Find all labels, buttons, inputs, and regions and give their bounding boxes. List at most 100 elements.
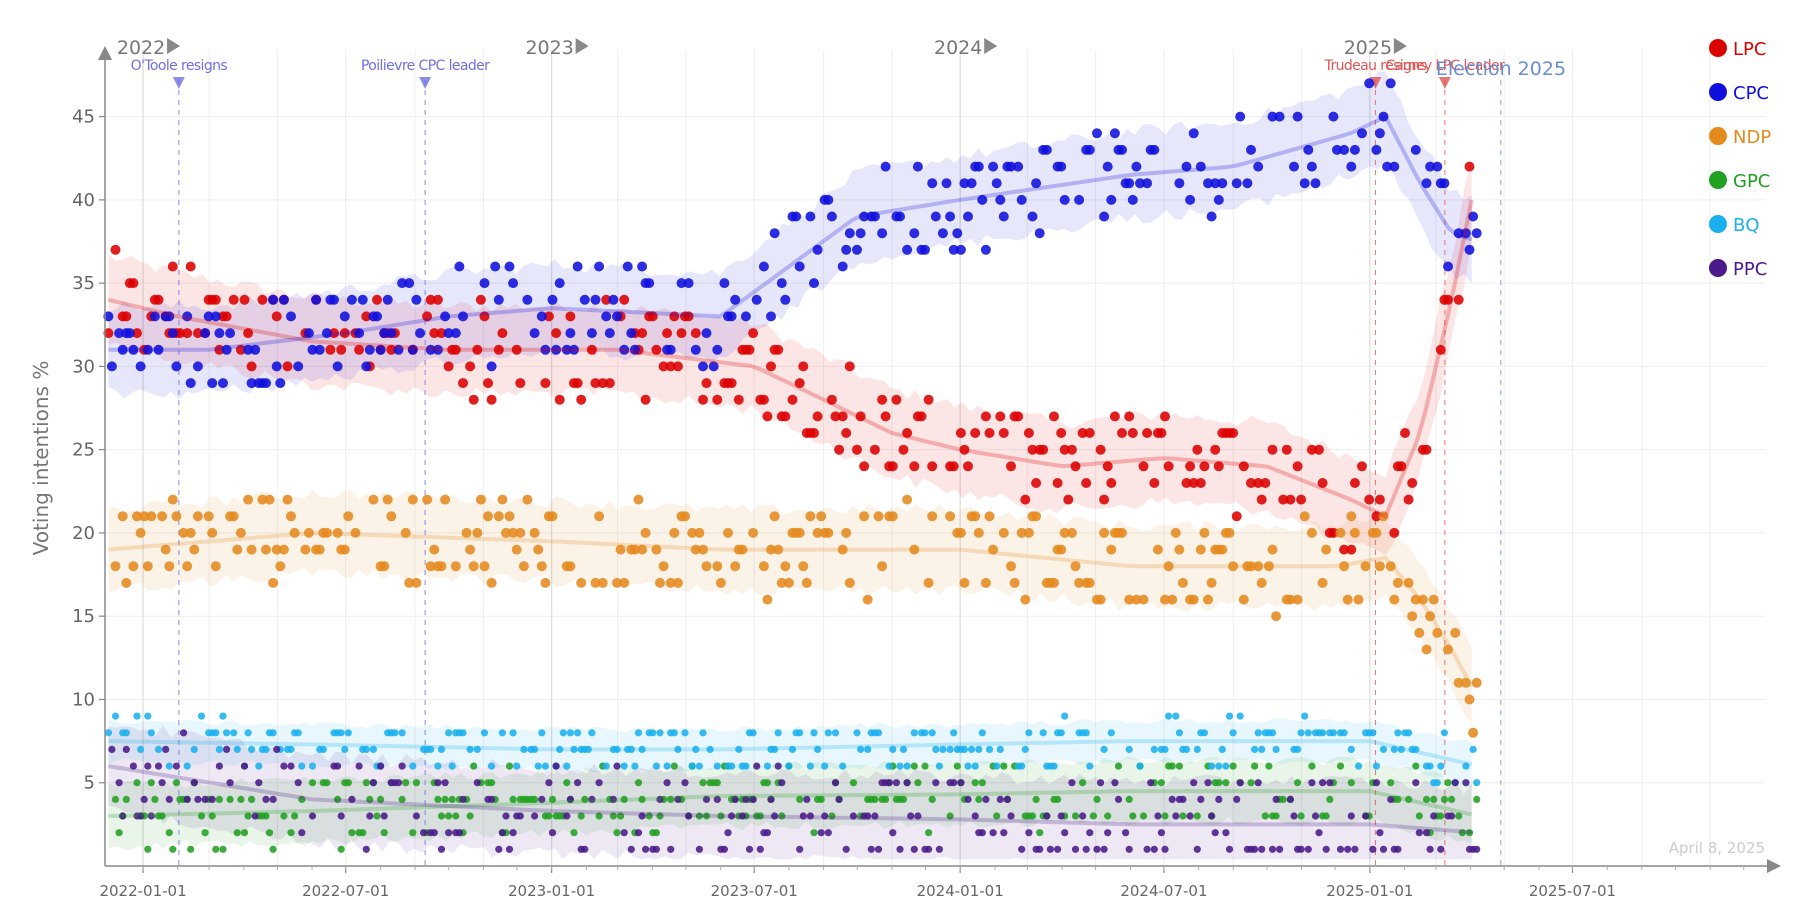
poll-point-lpc (472, 344, 483, 355)
poll-point-ndp (615, 544, 626, 555)
y-tick-label: 30 (72, 356, 95, 377)
poll-point-ppc (1025, 829, 1033, 837)
poll-point-lpc (701, 378, 712, 389)
poll-point-cpc (1149, 144, 1160, 155)
poll-point-gpc (1175, 762, 1183, 770)
poll-point-lpc (1292, 461, 1303, 472)
poll-point-lpc (1027, 444, 1038, 455)
poll-point-gpc (1308, 762, 1316, 770)
poll-point-ndp (343, 511, 354, 522)
poll-point-ndp (780, 561, 791, 572)
poll-point-bq (713, 762, 721, 770)
poll-point-ppc (240, 762, 249, 770)
poll-point-ppc (842, 845, 850, 853)
poll-point-cpc (286, 311, 296, 322)
poll-point-ppc (1451, 779, 1459, 787)
poll-point-ndp (533, 544, 544, 555)
poll-point-gpc (402, 779, 410, 787)
poll-point-ndp (246, 544, 257, 555)
poll-point-ppc (1362, 812, 1370, 820)
y-tick-label: 40 (72, 190, 95, 211)
poll-point-ppc (1297, 845, 1305, 853)
poll-point-ppc (874, 845, 883, 853)
poll-point-ppc (1079, 812, 1087, 820)
poll-point-cpc (1303, 144, 1314, 155)
poll-point-bq (1469, 745, 1477, 754)
poll-point-ndp (970, 511, 981, 522)
poll-point-lpc (325, 344, 336, 355)
poll-point-lpc (1253, 478, 1264, 488)
poll-point-gpc (699, 779, 707, 787)
poll-point-bq (1057, 729, 1065, 737)
poll-point-lpc (637, 328, 648, 339)
poll-point-bq (319, 745, 327, 754)
poll-point-bq (985, 745, 994, 754)
poll-point-ndp (167, 494, 178, 505)
poll-point-lpc (210, 294, 221, 305)
poll-point-ppc (835, 795, 843, 804)
poll-point-cpc (1099, 211, 1110, 222)
poll-point-lpc (479, 311, 490, 322)
poll-point-ppc (1430, 812, 1438, 820)
poll-point-ppc (538, 795, 546, 804)
poll-point-cpc (1124, 178, 1135, 189)
poll-point-cpc (812, 244, 823, 255)
poll-point-ndp (1453, 677, 1464, 688)
poll-point-lpc (604, 378, 615, 389)
poll-point-ppc (1254, 779, 1262, 787)
poll-point-lpc (167, 261, 178, 272)
poll-point-bq (1100, 745, 1108, 754)
poll-point-cpc (855, 228, 866, 239)
poll-point-ndp (1167, 594, 1178, 605)
poll-point-ndp (1443, 644, 1453, 655)
poll-point-ppc (620, 829, 628, 837)
poll-point-ndp (540, 577, 551, 588)
poll-point-ndp (955, 527, 966, 538)
poll-point-ppc (1211, 829, 1219, 837)
poll-point-gpc (147, 779, 155, 787)
poll-point-lpc (1070, 461, 1081, 472)
poll-point-bq (1329, 729, 1337, 737)
poll-point-ppc (251, 812, 259, 820)
poll-point-cpc (1464, 244, 1475, 255)
poll-point-ndp (157, 511, 168, 522)
poll-point-gpc (337, 845, 345, 853)
poll-point-ppc (1222, 829, 1230, 837)
poll-point-ndp (425, 561, 436, 572)
poll-point-ndp (411, 577, 422, 588)
poll-point-cpc (354, 328, 365, 339)
poll-point-lpc (841, 428, 852, 438)
poll-point-cpc (612, 311, 622, 322)
poll-point-ndp (1217, 544, 1228, 555)
poll-point-bq (255, 762, 263, 770)
poll-point-lpc (1127, 428, 1138, 438)
poll-point-cpc (307, 344, 318, 355)
poll-point-cpc (1332, 144, 1342, 155)
poll-point-ppc (1415, 829, 1423, 837)
y-tick-label: 15 (72, 606, 95, 627)
poll-point-cpc (407, 344, 418, 355)
poll-point-ppc (445, 829, 453, 837)
poll-point-ndp (590, 577, 601, 588)
poll-point-cpc (719, 278, 730, 289)
poll-point-ndp (1160, 594, 1170, 605)
poll-point-lpc (354, 344, 365, 355)
poll-point-bq (1039, 729, 1047, 737)
poll-point-gpc (291, 812, 299, 820)
poll-point-ndp (547, 511, 558, 522)
poll-point-ndp (1224, 527, 1235, 538)
poll-point-lpc (955, 428, 966, 438)
poll-point-ppc (1122, 829, 1130, 837)
poll-point-bq (1272, 745, 1280, 754)
poll-point-cpc (554, 278, 565, 289)
poll-point-bq (1254, 729, 1262, 737)
poll-point-lpc (1228, 428, 1239, 438)
poll-point-cpc (1246, 144, 1256, 155)
poll-point-ppc (724, 829, 732, 837)
poll-point-ppc (255, 779, 263, 787)
poll-point-bq (437, 745, 446, 754)
poll-point-lpc (436, 328, 447, 339)
legend-label-gpc: GPC (1733, 171, 1770, 192)
poll-point-gpc (434, 795, 442, 804)
poll-point-ppc (1071, 845, 1080, 853)
